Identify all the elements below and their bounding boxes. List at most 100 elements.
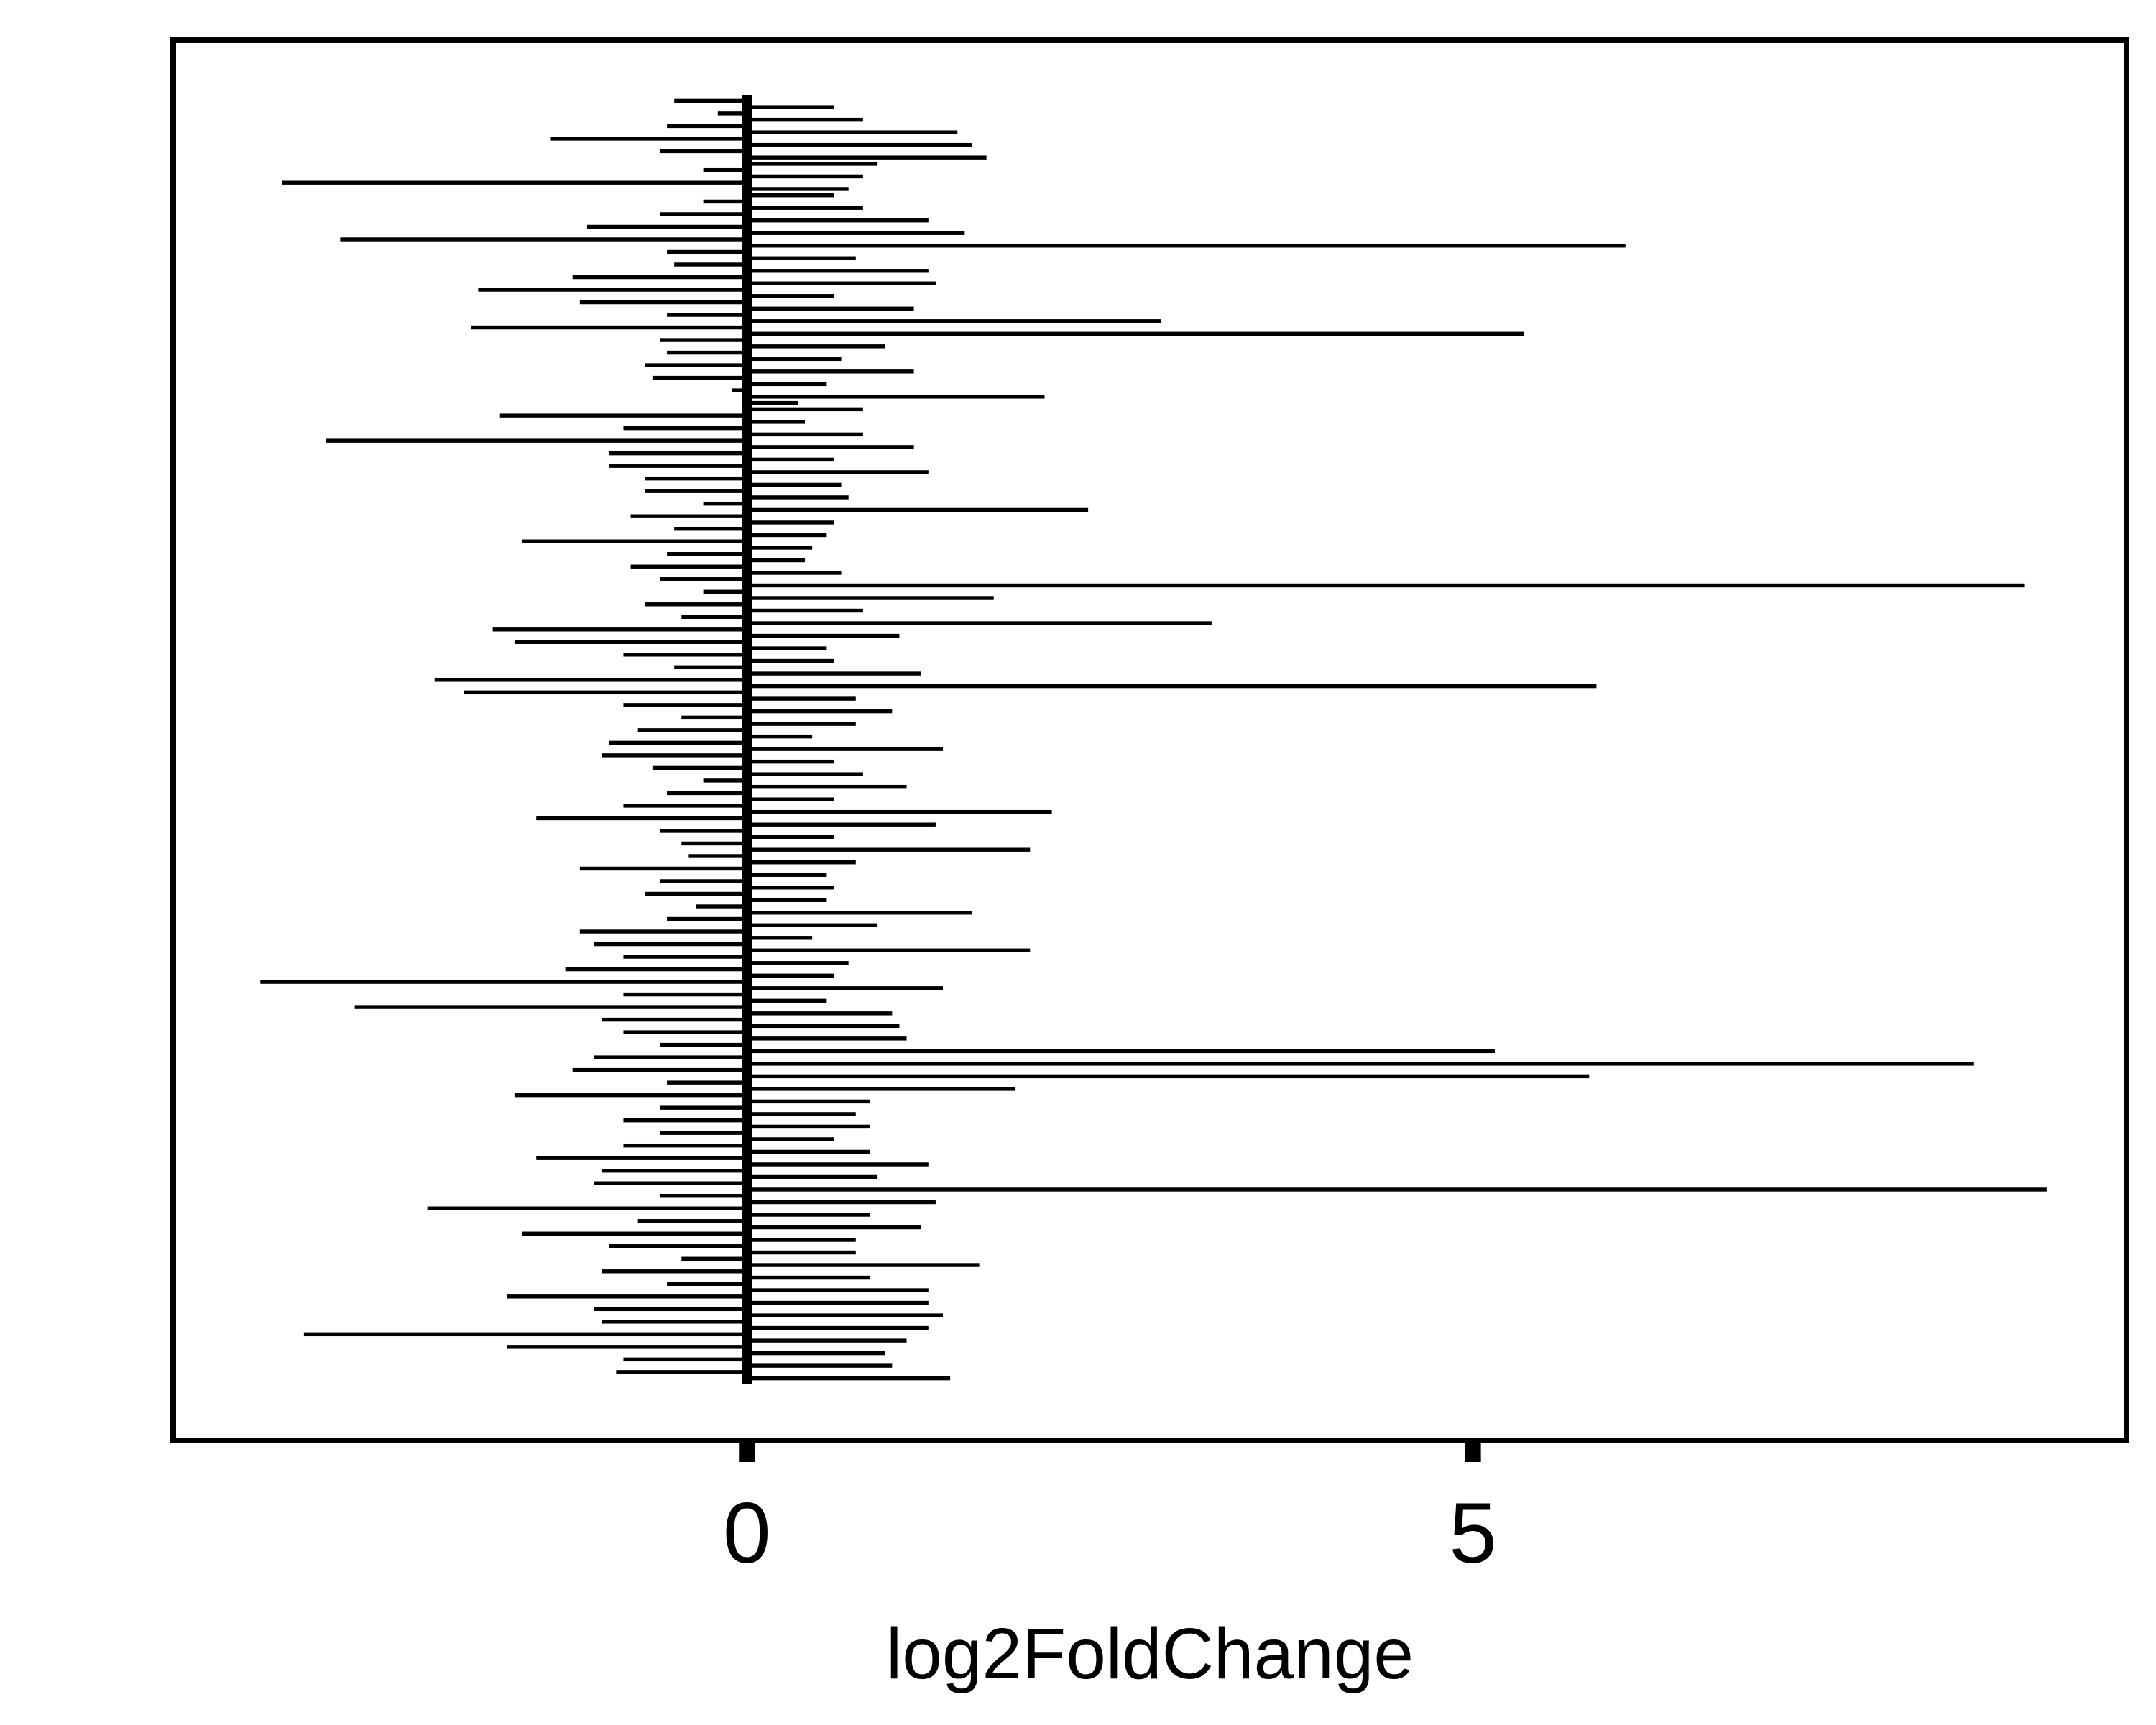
bar xyxy=(579,300,747,305)
bar xyxy=(747,400,798,405)
bar xyxy=(747,684,1597,689)
bar xyxy=(747,331,1524,336)
bar xyxy=(747,507,1089,512)
bar xyxy=(703,199,747,204)
bar xyxy=(623,954,747,959)
bar xyxy=(747,1011,893,1016)
bar xyxy=(747,1376,951,1381)
bar xyxy=(609,464,747,468)
bar xyxy=(674,526,747,531)
bar xyxy=(434,678,747,682)
bar xyxy=(696,904,747,908)
bar xyxy=(630,514,747,518)
bar xyxy=(747,1313,944,1317)
bar xyxy=(594,1181,747,1185)
bar xyxy=(747,231,965,235)
bar xyxy=(747,306,914,311)
plot-frame xyxy=(170,37,2129,1443)
bar xyxy=(623,653,747,657)
bar xyxy=(674,98,747,104)
bar xyxy=(565,967,747,972)
bar xyxy=(747,256,856,260)
bar xyxy=(681,1256,747,1261)
bar xyxy=(667,124,747,129)
bar xyxy=(667,1282,747,1287)
bar xyxy=(747,709,893,714)
bar xyxy=(747,445,914,449)
bar xyxy=(609,1244,747,1248)
bar xyxy=(464,690,747,695)
bar xyxy=(747,1087,1016,1091)
bar xyxy=(747,395,1045,399)
bar xyxy=(747,105,834,109)
bar xyxy=(747,407,863,412)
bar xyxy=(747,193,834,198)
bar xyxy=(659,149,747,154)
bar xyxy=(747,218,929,223)
bar xyxy=(659,879,747,883)
bar xyxy=(602,1017,747,1022)
bar xyxy=(747,269,929,273)
bar xyxy=(747,1288,929,1292)
bar xyxy=(667,552,747,556)
bar xyxy=(747,369,914,374)
bar xyxy=(747,822,936,827)
bar xyxy=(623,1118,747,1123)
bar xyxy=(616,1370,747,1374)
bar xyxy=(674,262,747,267)
bar xyxy=(747,759,834,764)
bar xyxy=(536,1156,747,1160)
bar xyxy=(747,1074,1590,1079)
bar xyxy=(623,426,747,431)
bar xyxy=(747,1112,856,1116)
bar xyxy=(747,1099,870,1104)
bar xyxy=(681,841,747,846)
bar xyxy=(659,212,747,216)
bar xyxy=(492,627,747,632)
bar xyxy=(747,608,863,613)
bar xyxy=(674,665,747,670)
bar xyxy=(579,929,747,934)
bar xyxy=(703,589,747,594)
bar xyxy=(572,1067,747,1072)
bar xyxy=(747,1137,834,1141)
bar xyxy=(747,1275,870,1280)
bar xyxy=(747,948,1031,953)
bar xyxy=(747,1024,900,1029)
bar xyxy=(747,457,834,462)
bar xyxy=(507,1294,747,1299)
bar xyxy=(747,1263,980,1267)
bar xyxy=(747,646,827,650)
bar xyxy=(703,501,747,506)
bar xyxy=(747,1049,1495,1054)
bar xyxy=(652,765,747,770)
bar xyxy=(747,1351,885,1356)
bar xyxy=(747,961,849,965)
bar xyxy=(717,111,747,116)
bar xyxy=(747,936,813,940)
bar xyxy=(747,911,972,915)
bar xyxy=(747,533,827,538)
bar xyxy=(747,834,834,840)
bar xyxy=(747,1174,878,1179)
bar xyxy=(507,1345,747,1349)
bar xyxy=(747,546,813,550)
bar xyxy=(747,1149,870,1154)
bar xyxy=(630,564,747,569)
bar xyxy=(550,137,747,141)
bar xyxy=(471,325,747,330)
x-axis-title: log2FoldChange xyxy=(886,1614,1414,1694)
bar xyxy=(340,237,747,242)
bar xyxy=(747,998,827,1003)
bar xyxy=(747,206,863,210)
bar xyxy=(747,633,900,638)
bar xyxy=(499,413,747,418)
bar xyxy=(747,1225,921,1230)
bar xyxy=(609,740,747,745)
bar xyxy=(645,489,747,493)
bar xyxy=(747,520,834,525)
bar xyxy=(747,155,987,160)
bar xyxy=(478,288,747,292)
bar xyxy=(747,873,827,877)
